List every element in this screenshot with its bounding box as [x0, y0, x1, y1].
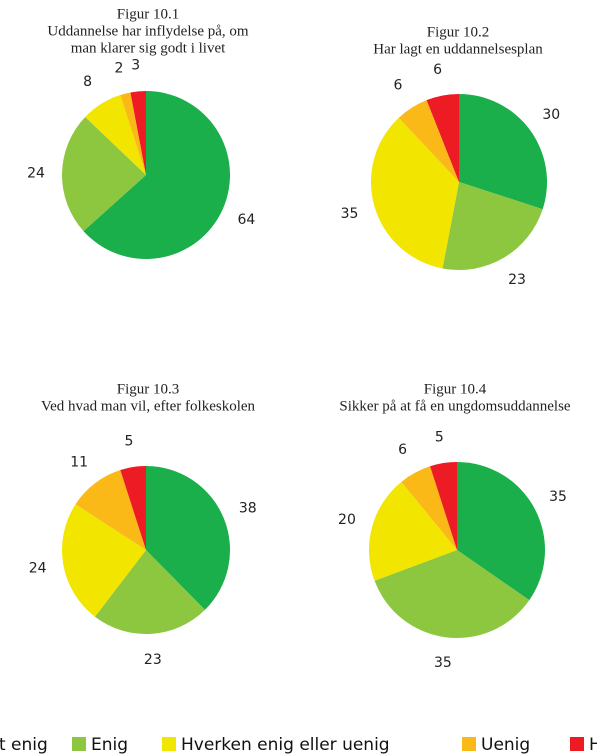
legend-label: Hverken enig eller uenig	[181, 735, 390, 755]
value-label: 35	[341, 206, 359, 222]
legend-swatch	[570, 737, 584, 751]
figure-label: Figur 10.4	[424, 381, 487, 397]
pie-slice	[94, 550, 205, 634]
pie-slice	[370, 117, 459, 269]
pie-slice	[62, 117, 147, 232]
value-label: 20	[338, 512, 356, 528]
legend-label: Helt uenig	[589, 735, 597, 755]
value-label: 8	[83, 74, 92, 90]
legend-swatch	[72, 737, 86, 751]
value-label: 64	[238, 212, 256, 228]
figure-label: Figur 10.1	[117, 6, 180, 22]
pie-slice	[442, 182, 543, 270]
pie-slice	[61, 504, 146, 617]
value-label: 6	[398, 442, 407, 458]
chart-title: man klarer sig godt i livet	[71, 40, 226, 56]
value-label: 30	[542, 107, 560, 123]
pie-slice	[146, 466, 231, 610]
legend-swatch	[462, 737, 476, 751]
pie-slice	[457, 462, 545, 601]
pie-slice	[120, 466, 146, 550]
value-label: 35	[549, 489, 567, 505]
pie-slice	[430, 462, 457, 550]
pie-slice	[120, 92, 146, 175]
legend-swatch	[162, 737, 176, 751]
value-label: 23	[144, 652, 162, 668]
value-label: 2	[114, 60, 123, 76]
value-label: 24	[27, 165, 45, 181]
figure-label: Figur 10.3	[117, 381, 180, 397]
figure-label: Figur 10.2	[427, 24, 490, 40]
value-label: 6	[393, 78, 402, 94]
pie-slice	[426, 94, 459, 182]
pie-slice	[374, 550, 530, 638]
value-label: 24	[29, 561, 47, 577]
value-label: 5	[125, 433, 134, 449]
pie-slice	[459, 94, 547, 210]
chart-title: Har lagt en uddannelsesplan	[373, 41, 543, 57]
pie-slice	[83, 91, 230, 259]
legend-label: Uenig	[481, 735, 530, 755]
pie-slice	[401, 466, 457, 550]
value-label: 5	[435, 429, 444, 445]
value-label: 38	[239, 500, 257, 516]
chart-title: Ved hvad man vil, efter folkeskolen	[41, 398, 256, 414]
legend-label: Enig	[91, 735, 128, 755]
value-label: 35	[434, 655, 452, 671]
value-label: 3	[131, 57, 140, 73]
pie-slice	[398, 100, 459, 182]
value-label: 6	[433, 62, 442, 78]
pie-slice	[130, 91, 146, 175]
chart-title: Sikker på at få en ungdomsuddannelse	[339, 398, 571, 414]
pie-slice	[85, 95, 146, 175]
pie-slice	[75, 470, 146, 550]
chart-title: Uddannelse har inflydelse på, om	[47, 23, 249, 39]
pie-slice	[368, 481, 457, 581]
legend-label: Helt enig	[0, 735, 48, 755]
value-label: 11	[70, 455, 88, 471]
value-label: 23	[508, 272, 526, 288]
